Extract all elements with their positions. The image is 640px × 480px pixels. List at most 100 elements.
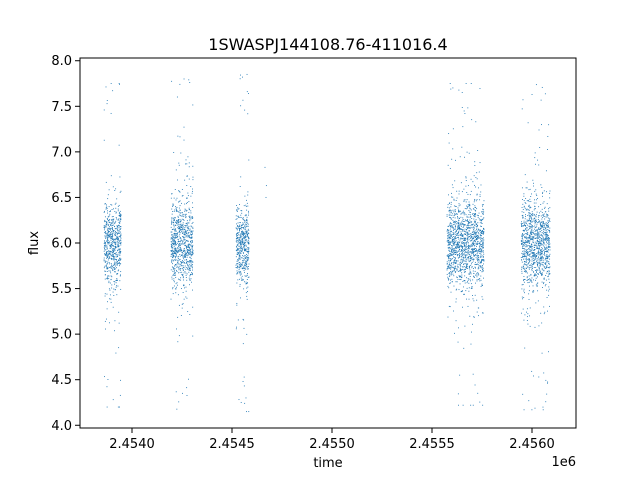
x-tick-label: 2.4550 [309, 437, 355, 452]
data-point [452, 209, 454, 211]
data-point [115, 236, 117, 238]
data-point [546, 235, 548, 237]
data-point [238, 399, 240, 401]
data-point [108, 282, 110, 284]
data-point [481, 260, 482, 262]
data-point [177, 216, 179, 218]
data-point [446, 214, 448, 216]
data-point [526, 229, 528, 231]
data-point [175, 206, 176, 208]
data-point [172, 204, 174, 206]
data-point [543, 269, 545, 271]
data-point [523, 292, 525, 294]
data-point [113, 238, 115, 240]
data-point [474, 245, 475, 247]
data-point [238, 246, 240, 248]
data-point [176, 234, 178, 236]
data-point [542, 191, 544, 193]
data-point [189, 256, 191, 258]
data-point [114, 253, 116, 255]
data-point [470, 254, 472, 256]
data-point [120, 237, 122, 239]
data-point [473, 223, 475, 225]
data-point [184, 230, 186, 232]
data-point [173, 260, 175, 262]
data-point [244, 275, 246, 277]
data-point [176, 206, 178, 208]
data-point [172, 211, 174, 212]
data-point [536, 229, 538, 231]
data-point [178, 201, 180, 203]
data-point [532, 268, 533, 269]
data-point [542, 237, 544, 239]
data-point [549, 227, 551, 229]
data-point [240, 237, 242, 239]
data-point [523, 264, 525, 266]
data-point [546, 213, 548, 215]
data-point [238, 216, 240, 218]
data-point [178, 278, 179, 280]
data-point [530, 264, 531, 266]
data-point [182, 275, 184, 277]
data-point [525, 197, 527, 199]
data-point [526, 266, 528, 268]
data-point [183, 267, 185, 269]
data-point [525, 221, 527, 223]
data-point [525, 216, 526, 218]
data-point [174, 209, 176, 211]
data-point [534, 206, 536, 207]
data-point [114, 234, 116, 236]
data-point [179, 218, 181, 220]
data-point [120, 239, 122, 241]
data-point [236, 302, 238, 304]
data-point [521, 224, 522, 226]
data-point [523, 290, 525, 292]
data-point [541, 243, 543, 245]
data-point [546, 242, 548, 244]
data-point [471, 247, 473, 249]
data-point [542, 260, 544, 262]
data-point [459, 204, 461, 206]
data-point [117, 237, 119, 239]
data-point [450, 231, 451, 233]
data-point [544, 238, 546, 240]
data-point [540, 240, 542, 242]
data-point [239, 250, 241, 252]
data-point [190, 234, 192, 236]
data-point [247, 254, 249, 256]
data-point [242, 252, 244, 254]
data-point [243, 385, 245, 387]
data-point [533, 290, 534, 292]
y-tick-label: 7.0 [51, 145, 72, 160]
data-point [245, 230, 247, 232]
data-point [237, 273, 239, 275]
data-point [480, 237, 482, 239]
data-point [179, 205, 181, 207]
data-point [188, 235, 189, 237]
data-point [534, 273, 536, 275]
data-point [245, 233, 247, 235]
data-point [477, 235, 479, 237]
data-point [535, 84, 537, 86]
data-point [524, 222, 526, 224]
data-point [462, 217, 464, 219]
data-point [531, 218, 532, 220]
data-point [531, 221, 533, 223]
data-point [187, 227, 189, 229]
data-point [178, 227, 180, 229]
data-point [116, 273, 117, 275]
data-point [238, 262, 240, 264]
data-point [113, 263, 115, 265]
data-point [235, 264, 237, 266]
data-point [472, 298, 474, 300]
data-point [536, 235, 538, 237]
data-point [241, 210, 243, 212]
data-point [482, 243, 484, 245]
data-point [240, 264, 242, 266]
data-point [536, 240, 538, 241]
data-point [108, 226, 110, 228]
data-point [478, 187, 479, 189]
data-point [248, 212, 250, 214]
data-point [537, 219, 539, 220]
data-point [468, 244, 470, 246]
